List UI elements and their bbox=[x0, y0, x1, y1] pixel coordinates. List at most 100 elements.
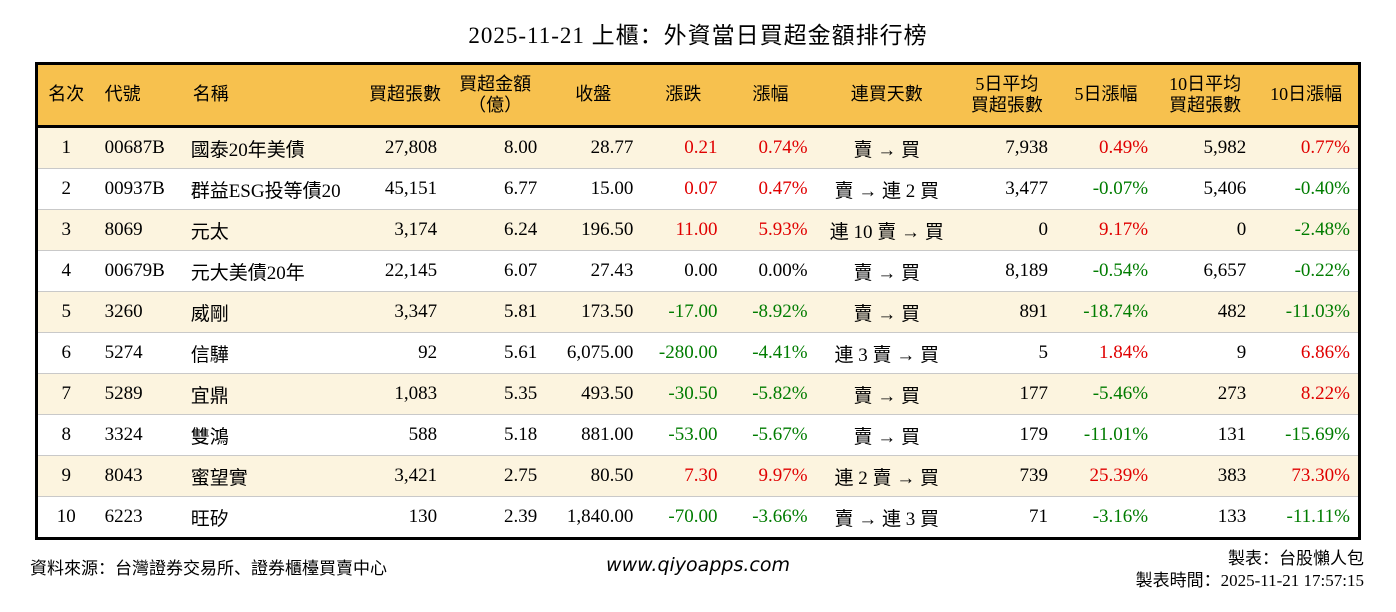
cell-chg_pct: -8.92% bbox=[725, 291, 816, 333]
cell-pct10: 0.77% bbox=[1300, 137, 1350, 158]
cell-pct10: 6.86% bbox=[1254, 332, 1360, 374]
cell-pct5: -3.16% bbox=[1055, 496, 1157, 539]
cell-avg10: 482 bbox=[1156, 291, 1255, 333]
cell-vol: 3,174 bbox=[364, 209, 446, 251]
cell-chg_pct: 0.74% bbox=[758, 137, 808, 158]
cell-chg_pct: -5.82% bbox=[725, 373, 816, 415]
cell-pct5: -5.46% bbox=[1055, 373, 1157, 415]
cell-chg_pct: 0.47% bbox=[725, 168, 816, 210]
cell-amt: 6.07 bbox=[445, 250, 546, 292]
ranking-table: 名次 代號 名稱 買超張數 買超金額 （億） 收盤 漲跌 漲幅 連買天數 5日平均 買超張數 5日漲幅 1… bbox=[35, 62, 1361, 540]
cell-streak: 連 2 賣 → 買 bbox=[815, 455, 958, 497]
column-header-name: 名稱 bbox=[182, 63, 365, 128]
cell-name: 蜜望實 bbox=[182, 455, 365, 497]
cell-rank: 10 bbox=[36, 496, 95, 539]
cell-code: 3324 bbox=[94, 414, 183, 456]
cell-chg: 0.07 bbox=[641, 168, 726, 210]
cell-close: 1,840.00 bbox=[545, 496, 642, 539]
cell-name: 信驊 bbox=[182, 332, 365, 374]
cell-pct5: 9.17% bbox=[1055, 209, 1157, 251]
table-row: 2 00937B 群益ESG投等債20 45,151 6.77 15.00 0.07 0.47… bbox=[36, 168, 1360, 210]
column-header-close: 收盤 bbox=[545, 63, 642, 128]
column-header-pct10: 10日漲幅 bbox=[1254, 63, 1360, 128]
cell-amt: 5.81 bbox=[445, 291, 546, 333]
cell-vol: 92 bbox=[364, 332, 446, 374]
cell-chg: -53.00 bbox=[641, 414, 726, 456]
table-body: 1 00687B 國泰20年美債 27,808 8.00 28.77 0.21 0.74% 賣 … bbox=[36, 126, 1360, 539]
cell-chg: -17.00 bbox=[641, 291, 726, 333]
cell-amt: 6.24 bbox=[445, 209, 546, 251]
cell-rank: 2 bbox=[36, 168, 95, 210]
cell-code: 00937B bbox=[94, 168, 183, 210]
cell-chg: -30.50 bbox=[641, 373, 726, 415]
cell-streak: 連 10 賣 → 買 bbox=[815, 209, 958, 251]
cell-rank: 9 bbox=[36, 455, 95, 497]
cell-code: 6223 bbox=[94, 496, 183, 539]
cell-rank: 6 bbox=[36, 332, 95, 374]
cell-avg10: 5,406 bbox=[1156, 168, 1255, 210]
cell-close: 173.50 bbox=[545, 291, 642, 333]
cell-pct10: 8.22% bbox=[1254, 373, 1360, 415]
cell-close: 493.50 bbox=[545, 373, 642, 415]
cell-pct10: -15.69% bbox=[1254, 414, 1360, 456]
cell-avg5: 179 bbox=[957, 414, 1056, 456]
cell-avg10: 273 bbox=[1156, 373, 1255, 415]
data-source-text: 資料來源：台灣證券交易所、證券櫃檯買賣中心 bbox=[30, 559, 387, 578]
cell-chg_pct: 0.00% bbox=[725, 250, 816, 292]
cell-rank: 8 bbox=[36, 414, 95, 456]
cell-rank: 5 bbox=[36, 291, 95, 333]
cell-amt: 6.77 bbox=[445, 168, 546, 210]
cell-avg5: 177 bbox=[957, 373, 1056, 415]
cell-chg_pct: -4.41% bbox=[725, 332, 816, 374]
cell-avg5: 71 bbox=[957, 496, 1056, 539]
cell-avg5: 7,938 bbox=[1005, 137, 1048, 158]
cell-streak: 連 3 賣 → 買 bbox=[815, 332, 958, 374]
cell-close: 28.77 bbox=[590, 137, 634, 158]
cell-avg5: 891 bbox=[957, 291, 1056, 333]
table-header: 名次 代號 名稱 買超張數 買超金額 （億） 收盤 漲跌 漲幅 連買天數 5日平均 買超張數 5日漲幅 1… bbox=[36, 63, 1360, 128]
cell-chg_pct: 9.97% bbox=[725, 455, 816, 497]
cell-code: 00687B bbox=[104, 137, 165, 158]
cell-code: 3260 bbox=[94, 291, 183, 333]
cell-code: 8069 bbox=[94, 209, 183, 251]
cell-amt: 5.61 bbox=[445, 332, 546, 374]
cell-avg5: 0 bbox=[957, 209, 1056, 251]
cell-pct5: -0.54% bbox=[1055, 250, 1157, 292]
cell-name: 旺矽 bbox=[182, 496, 365, 539]
cell-amt: 2.39 bbox=[445, 496, 546, 539]
footer: 資料來源：台灣證券交易所、證券櫃檯買賣中心 www.qiyoapps.com 製… bbox=[0, 548, 1396, 600]
table-row: 9 8043 蜜望實 3,421 2.75 80.50 7.30 9.97% 連 2 賣 → 買… bbox=[36, 455, 1360, 497]
header-row: 名次 代號 名稱 買超張數 買超金額 （億） 收盤 漲跌 漲幅 連買天數 5日平均 買超張數 5日漲幅 1… bbox=[36, 63, 1360, 128]
cell-chg: 7.30 bbox=[641, 455, 726, 497]
cell-chg: 11.00 bbox=[641, 209, 726, 251]
cell-avg5: 5 bbox=[957, 332, 1056, 374]
cell-vol: 3,421 bbox=[364, 455, 446, 497]
column-header-chg: 漲跌 bbox=[641, 63, 726, 128]
column-header-avg5: 5日平均 買超張數 bbox=[957, 63, 1056, 128]
column-header-vol: 買超張數 bbox=[364, 63, 446, 128]
cell-pct5: 1.84% bbox=[1055, 332, 1157, 374]
cell-avg10: 131 bbox=[1156, 414, 1255, 456]
cell-streak: 賣 → 買 bbox=[815, 373, 958, 415]
cell-chg: 0.21 bbox=[684, 137, 718, 158]
cell-chg_pct: 5.93% bbox=[725, 209, 816, 251]
cell-code: 8043 bbox=[94, 455, 183, 497]
cell-rank: 7 bbox=[36, 373, 95, 415]
column-header-streak: 連買天數 bbox=[815, 63, 958, 128]
cell-avg10: 0 bbox=[1156, 209, 1255, 251]
cell-pct5: 25.39% bbox=[1055, 455, 1157, 497]
cell-chg_pct: -3.66% bbox=[725, 496, 816, 539]
cell-vol: 3,347 bbox=[364, 291, 446, 333]
maker-text: 製表：台股懶人包 bbox=[1228, 549, 1364, 568]
cell-pct10: -0.22% bbox=[1254, 250, 1360, 292]
cell-pct5: 0.49% bbox=[1099, 137, 1149, 158]
cell-close: 27.43 bbox=[545, 250, 642, 292]
cell-pct10: -11.03% bbox=[1254, 291, 1360, 333]
table-row: 3 8069 元太 3,174 6.24 196.50 11.00 5.93% 連 10 賣 →… bbox=[36, 209, 1360, 251]
cell-streak: 賣 → 買 bbox=[815, 291, 958, 333]
cell-vol: 45,151 bbox=[364, 168, 446, 210]
cell-name: 宜鼎 bbox=[182, 373, 365, 415]
cell-pct5: -18.74% bbox=[1055, 291, 1157, 333]
table-row: 8 3324 雙鴻 588 5.18 881.00 -53.00 -5.67% 賣 → 買 179… bbox=[36, 414, 1360, 456]
